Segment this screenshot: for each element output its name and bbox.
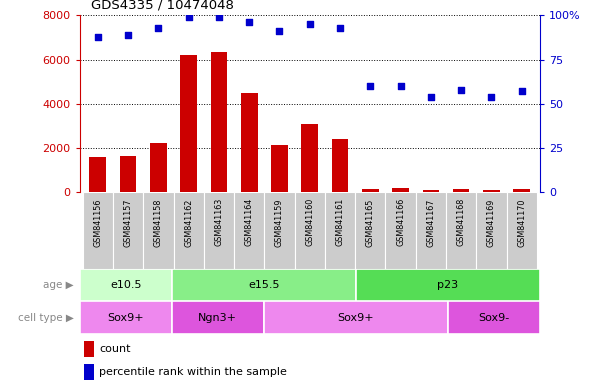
Text: GSM841157: GSM841157: [123, 198, 133, 247]
Bar: [241, 93, 257, 192]
Point: [305, 21, 314, 27]
Text: GSM841167: GSM841167: [427, 198, 435, 247]
Point: [153, 25, 163, 31]
Point: [426, 94, 435, 100]
Bar: [80, 301, 172, 334]
Point: [457, 86, 466, 93]
Text: GSM841170: GSM841170: [517, 198, 526, 247]
Text: cell type ▶: cell type ▶: [18, 313, 74, 323]
Text: GSM841164: GSM841164: [245, 198, 254, 247]
Bar: [392, 188, 409, 192]
Text: GSM841169: GSM841169: [487, 198, 496, 247]
Bar: [84, 341, 94, 357]
Bar: [204, 192, 234, 269]
Point: [335, 25, 345, 31]
Bar: [294, 192, 325, 269]
Bar: [507, 192, 537, 269]
Point: [93, 33, 103, 40]
Bar: [332, 139, 348, 192]
Bar: [483, 190, 500, 192]
Text: GSM841160: GSM841160: [305, 198, 314, 247]
Bar: [448, 301, 540, 334]
Bar: [301, 124, 318, 192]
Bar: [172, 301, 264, 334]
Point: [366, 83, 375, 89]
Bar: [453, 189, 470, 192]
Bar: [325, 192, 355, 269]
Bar: [211, 52, 227, 192]
Text: GSM841158: GSM841158: [154, 198, 163, 247]
Text: count: count: [99, 344, 130, 354]
Text: GSM841166: GSM841166: [396, 198, 405, 247]
Bar: [385, 192, 416, 269]
Bar: [143, 192, 173, 269]
Bar: [416, 192, 446, 269]
Text: Ngn3+: Ngn3+: [198, 313, 237, 323]
Text: GSM841156: GSM841156: [93, 198, 102, 247]
Point: [214, 14, 224, 20]
Text: GSM841163: GSM841163: [214, 198, 224, 247]
Text: e15.5: e15.5: [248, 280, 280, 290]
Text: Sox9-: Sox9-: [478, 313, 509, 323]
Bar: [476, 192, 507, 269]
Bar: [84, 364, 94, 380]
Text: GSM841162: GSM841162: [184, 198, 193, 247]
Bar: [172, 269, 356, 301]
Bar: [83, 192, 113, 269]
Text: percentile rank within the sample: percentile rank within the sample: [99, 367, 287, 377]
Point: [517, 88, 526, 94]
Point: [275, 28, 284, 34]
Bar: [513, 189, 530, 192]
Bar: [80, 269, 172, 301]
Point: [396, 83, 405, 89]
Text: GSM841159: GSM841159: [275, 198, 284, 247]
Text: Sox9+: Sox9+: [107, 313, 144, 323]
Bar: [90, 157, 106, 192]
Point: [487, 94, 496, 100]
Bar: [120, 156, 136, 192]
Bar: [271, 144, 288, 192]
Text: age ▶: age ▶: [43, 280, 74, 290]
Point: [123, 32, 133, 38]
Bar: [422, 190, 439, 192]
Text: Sox9+: Sox9+: [337, 313, 374, 323]
Text: e10.5: e10.5: [110, 280, 142, 290]
Text: p23: p23: [437, 280, 458, 290]
Bar: [264, 301, 448, 334]
Bar: [181, 55, 197, 192]
Bar: [446, 192, 476, 269]
Text: GSM841168: GSM841168: [457, 198, 466, 247]
Bar: [362, 189, 379, 192]
Bar: [264, 192, 294, 269]
Text: GDS4335 / 10474048: GDS4335 / 10474048: [91, 0, 234, 12]
Bar: [173, 192, 204, 269]
Text: GSM841161: GSM841161: [336, 198, 345, 247]
Text: GSM841165: GSM841165: [366, 198, 375, 247]
Bar: [355, 192, 385, 269]
Point: [244, 19, 254, 25]
Bar: [150, 144, 167, 192]
Bar: [113, 192, 143, 269]
Bar: [234, 192, 264, 269]
Point: [184, 14, 194, 20]
Bar: [356, 269, 540, 301]
